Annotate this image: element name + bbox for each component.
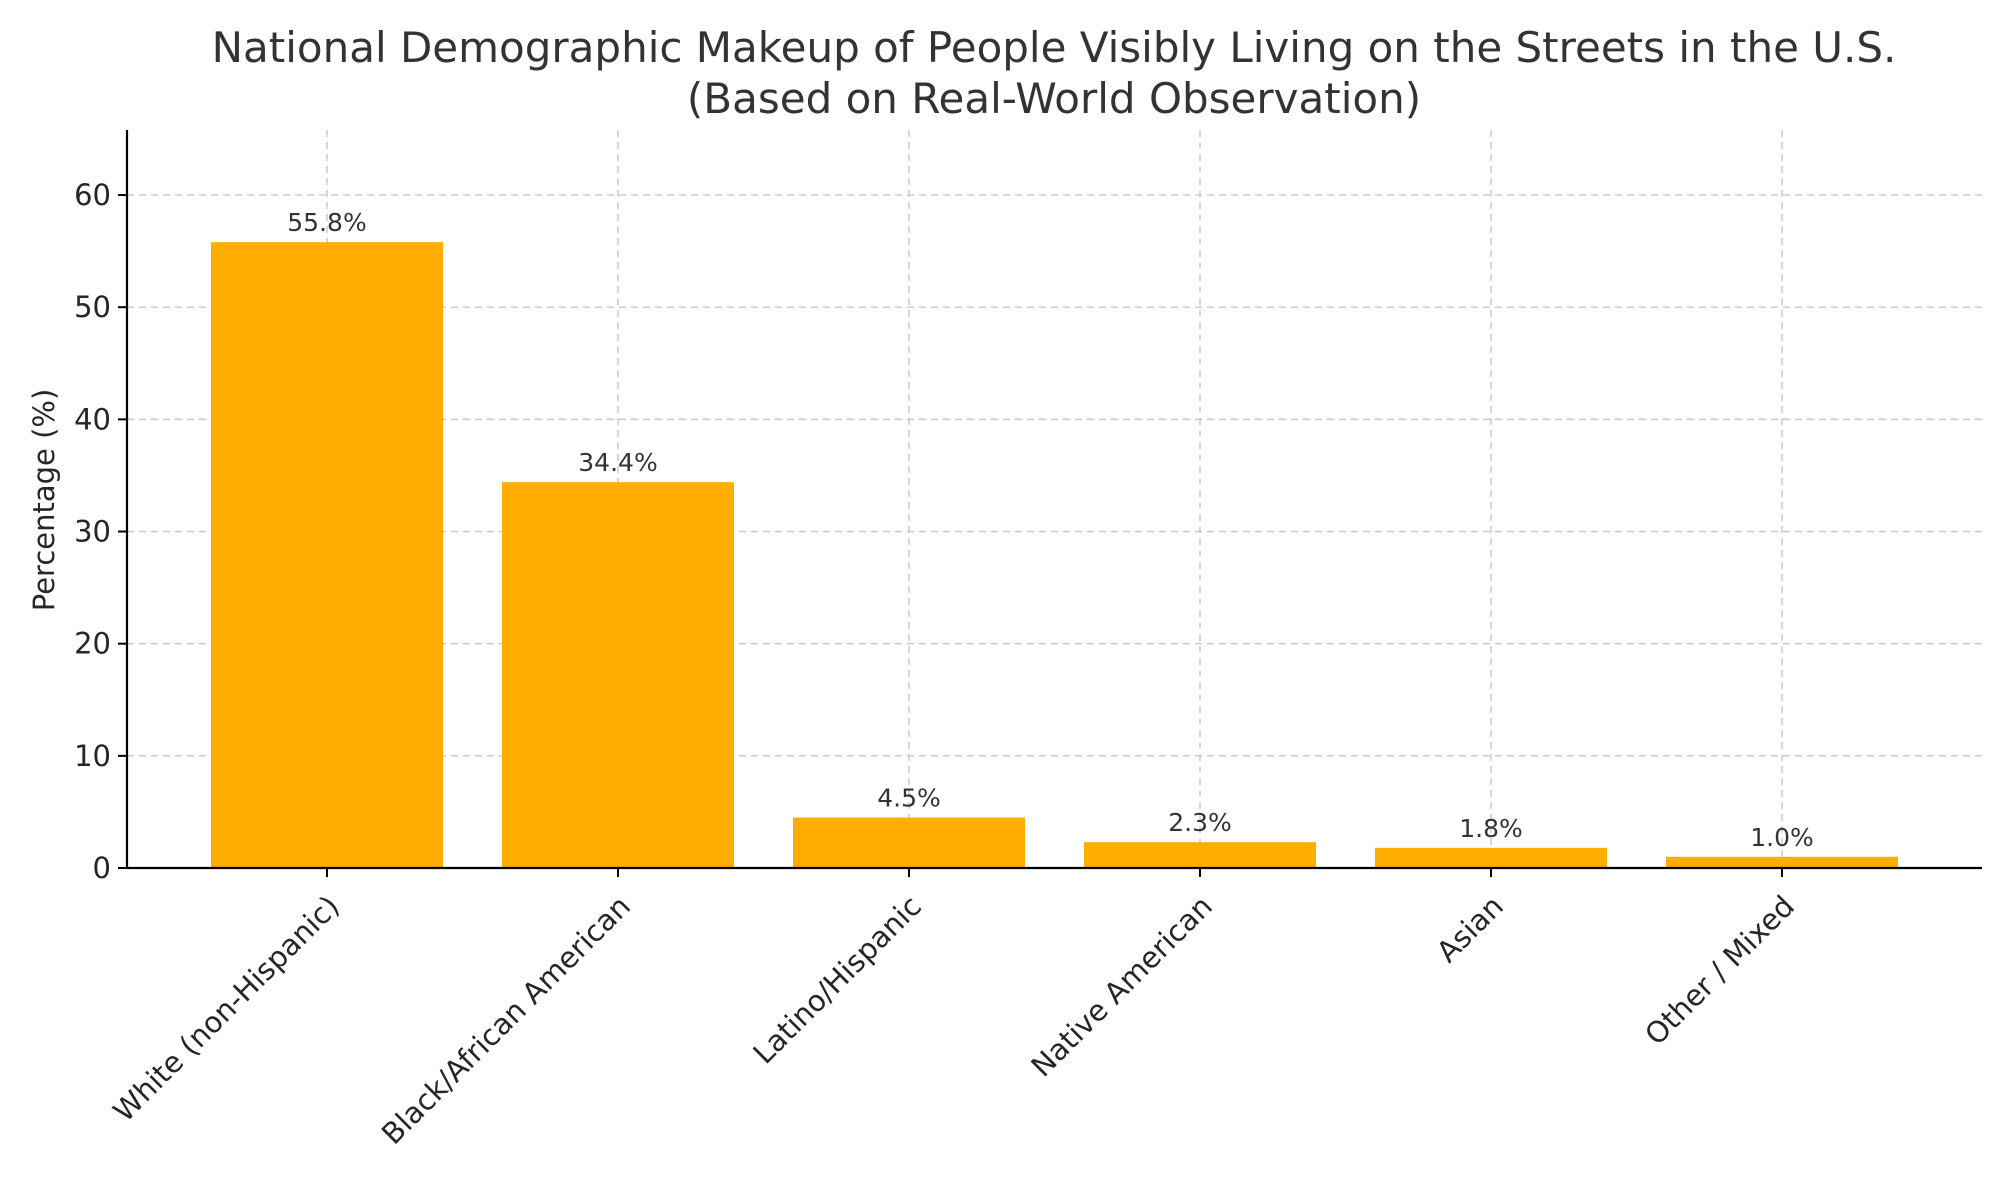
bar: [1375, 847, 1607, 868]
bar: [793, 817, 1025, 868]
y-axis-label: Percentage (%): [27, 389, 61, 612]
y-tick-label: 50: [74, 290, 111, 324]
x-tick-label: Latino/Hispanic: [746, 889, 928, 1071]
bar-value-label: 2.3%: [1168, 808, 1232, 837]
bars-layer: [211, 242, 1898, 868]
x-tick-label: Other / Mixed: [1638, 889, 1801, 1052]
x-tick-label: White (non-Hispanic): [106, 889, 345, 1128]
chart-subtitle: (Based on Real-World Observation): [687, 74, 1421, 123]
bar: [502, 482, 734, 868]
bar-value-label: 4.5%: [877, 784, 941, 813]
bar: [1084, 842, 1316, 868]
bar-value-label: 55.8%: [287, 208, 366, 237]
x-tick-label: Black/African American: [375, 889, 637, 1151]
x-ticks-layer: White (non-Hispanic) Black/African Americ…: [106, 868, 1801, 1151]
bar-value-label: 1.8%: [1459, 814, 1523, 843]
bar: [1666, 856, 1898, 868]
x-tick-label: Asian: [1430, 889, 1510, 969]
y-tick-label: 20: [74, 627, 111, 661]
bar-value-label: 1.0%: [1750, 823, 1814, 852]
x-tick-label: Native American: [1024, 889, 1219, 1084]
axes-layer: [125, 130, 1982, 870]
chart-title: National Demographic Makeup of People Vi…: [212, 23, 1897, 72]
y-tick-label: 30: [74, 515, 111, 549]
y-tick-label: 40: [74, 402, 111, 436]
y-tick-label: 10: [74, 739, 111, 773]
bar-value-label: 34.4%: [578, 448, 657, 477]
bar: [211, 242, 443, 868]
y-tick-label: 0: [93, 851, 111, 885]
y-tick-label: 60: [74, 178, 111, 212]
data-labels-layer: 55.8% 34.4% 4.5% 2.3% 1.8% 1.0%: [287, 208, 1813, 852]
y-ticks-layer: 0 10 20 30 40 50 60: [74, 178, 127, 885]
